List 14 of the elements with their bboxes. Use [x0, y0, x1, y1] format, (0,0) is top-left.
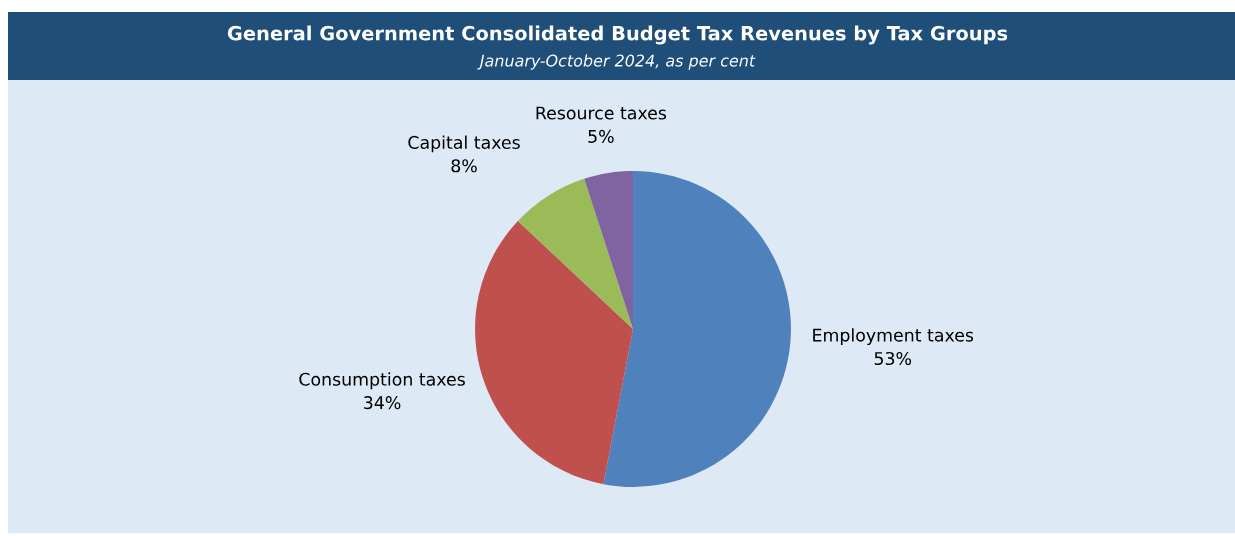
pie-slice — [475, 220, 633, 485]
pie-slice — [517, 178, 633, 329]
data-label: 34% — [364, 396, 401, 410]
chart-title: General Government Consolidated Budget Tax Revenues by Tax Groups — [227, 25, 1008, 45]
pie-slice — [603, 171, 791, 487]
slice-label: Resource taxes — [536, 106, 667, 120]
pie-slice — [584, 171, 633, 329]
data-label: 8% — [451, 159, 477, 173]
chart-subtitle: January-October 2024, as per cent — [477, 54, 756, 70]
slice-label: Capital taxes — [408, 135, 520, 153]
data-label: 53% — [874, 351, 912, 366]
data-label: 5% — [588, 129, 614, 143]
slice-label: Consumption taxes — [299, 372, 465, 390]
slice-label: Employment taxes — [813, 328, 974, 346]
